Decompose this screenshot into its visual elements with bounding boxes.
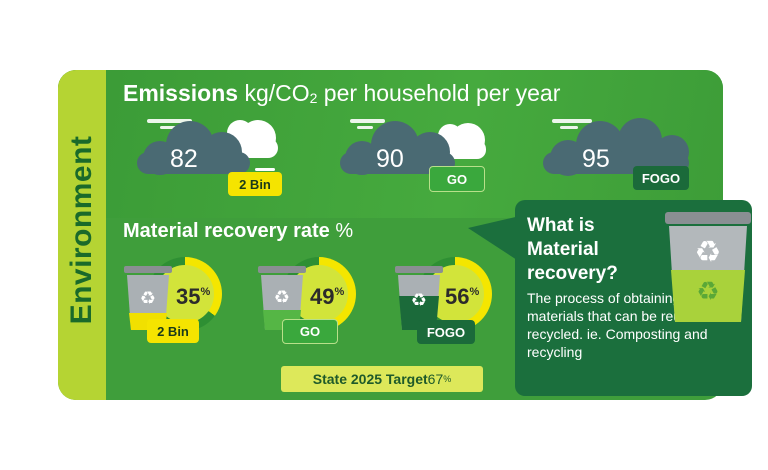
emissions-title-tail: per household per year [317, 80, 561, 106]
svg-text:♻: ♻ [695, 235, 722, 270]
svg-text:♻: ♻ [274, 287, 290, 308]
cloud-icon [543, 118, 689, 176]
emissions-value: 82 [170, 145, 198, 173]
recovery-percent: 49% [310, 284, 344, 310]
info-body: The process of obtaining materials that … [527, 290, 720, 360]
recovery-value: 35 [176, 284, 201, 309]
recycle-bin-icon: ♻ ♻ [665, 212, 751, 322]
cloud-icon [340, 119, 486, 175]
emissions-value: 90 [376, 145, 404, 173]
target-unit: % [443, 374, 452, 384]
recovery-unit: % [334, 286, 345, 298]
tag-go: GO [429, 166, 485, 192]
recovery-value: 56 [445, 284, 470, 309]
svg-text:♻: ♻ [411, 290, 427, 311]
material-recovery-title-bold: Material recovery rate [123, 220, 330, 242]
recovery-value: 49 [310, 284, 335, 309]
tag-2-bin: 2 Bin [147, 319, 199, 343]
emissions-title-sub: 2 [309, 90, 318, 106]
target-label: State 2025 Target [312, 371, 428, 387]
recovery-percent: 35% [176, 284, 210, 310]
emissions-title: Emissions kg/CO2 per household per year [123, 80, 560, 107]
recovery-unit: % [200, 286, 211, 298]
svg-text:♻: ♻ [140, 288, 156, 309]
cloud-icon [137, 119, 278, 175]
target-value: 67 [427, 371, 444, 387]
recovery-percent: 56% [445, 284, 479, 310]
material-recovery-title: Material recovery rate % [123, 220, 353, 243]
svg-text:♻: ♻ [696, 277, 719, 307]
tag-go: GO [282, 319, 338, 344]
info-title: What is Material recovery? [527, 215, 618, 284]
material-recovery-title-unit: % [329, 220, 354, 242]
tag-fogo: FOGO [417, 320, 475, 344]
tag-2-bin: 2 Bin [228, 172, 282, 196]
side-strip: Environment [58, 70, 106, 400]
recovery-unit: % [469, 286, 480, 298]
emissions-title-bold: Emissions [123, 80, 239, 106]
state-target-banner: State 2025 Target 67% [281, 366, 483, 392]
tag-fogo: FOGO [633, 166, 689, 190]
emissions-title-unit: kg/CO [244, 80, 310, 106]
emissions-value: 95 [582, 145, 610, 173]
